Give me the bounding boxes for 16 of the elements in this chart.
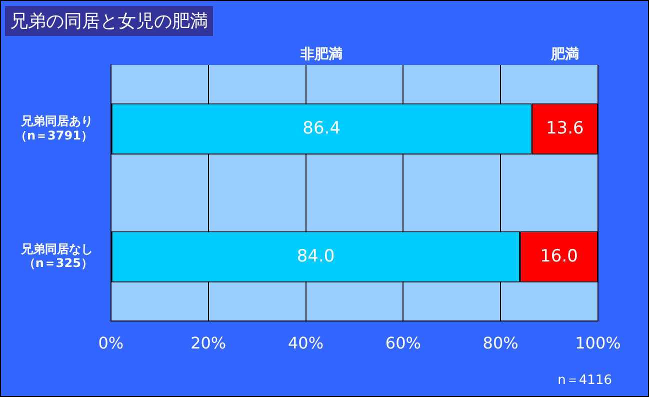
x-tick-label: 80% [482,334,518,353]
text: 86.4 [302,118,341,138]
y-tick-label: 兄弟同居あり（n＝3791） [14,114,93,142]
text: 13.6 [546,118,584,138]
text: n＝4116 [558,372,612,389]
text: 84.0 [296,246,335,266]
x-tick-label: 40% [288,334,324,353]
x-tick-label: 100% [575,334,621,353]
x-tick-label: 20% [190,334,226,353]
x-tick-label: 60% [385,334,421,353]
x-tick-label: 0% [98,334,124,353]
text: 肥満 [550,46,579,63]
text: 16.0 [540,246,578,266]
y-tick-label: 兄弟同居なし（n＝325） [20,242,93,270]
text: 非肥満 [300,46,343,63]
chart-title: 兄弟の同居と女児の肥満 [5,6,213,36]
